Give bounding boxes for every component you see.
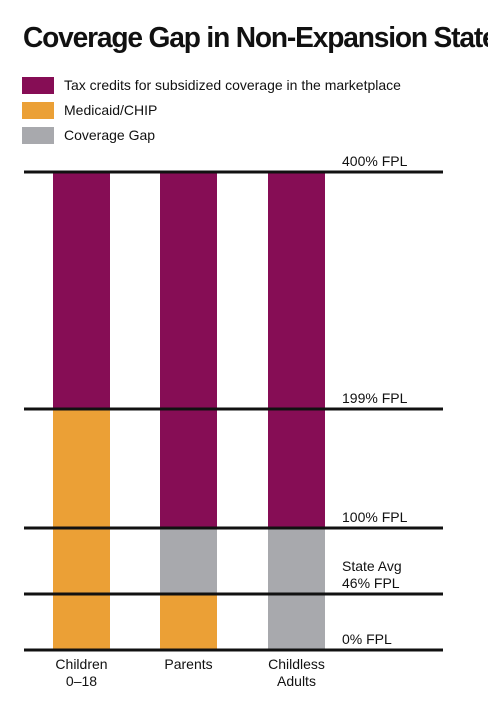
bar-segment-tax-credits-for-subsidiz-2 xyxy=(268,172,325,528)
legend-label-tax-credits: Tax credits for subsidized coverage in t… xyxy=(64,77,401,93)
legend-swatch-coverage-gap xyxy=(22,127,54,144)
legend-swatch-tax-credits xyxy=(22,77,54,94)
category-label-1: Parents xyxy=(164,656,212,672)
category-label-0: Children 0–18 xyxy=(55,656,107,689)
fpl-label-46: State Avg 46% FPL xyxy=(342,558,402,591)
legend-label-medicaid: Medicaid/CHIP xyxy=(64,102,158,118)
bar-segment-coverage-gap-2 xyxy=(268,528,325,650)
fpl-label-199: 199% FPL xyxy=(342,390,408,406)
bar-segment-tax-credits-for-subsidiz-1 xyxy=(160,172,217,528)
category-label-2: Childless Adults xyxy=(268,656,325,689)
legend-label-coverage-gap: Coverage Gap xyxy=(64,127,156,143)
legend-swatch-medicaid xyxy=(22,102,54,119)
chart-title: Coverage Gap in Non-Expansion States xyxy=(23,22,488,54)
bar-segment-tax-credits-for-subsidiz-0 xyxy=(53,172,110,409)
fpl-label-400: 400% FPL xyxy=(342,153,408,169)
fpl-label-100: 100% FPL xyxy=(342,509,408,525)
fpl-label-0: 0% FPL xyxy=(342,631,392,647)
bar-segment-medicaid-chip-1 xyxy=(160,594,217,650)
bar-segment-coverage-gap-1 xyxy=(160,528,217,594)
